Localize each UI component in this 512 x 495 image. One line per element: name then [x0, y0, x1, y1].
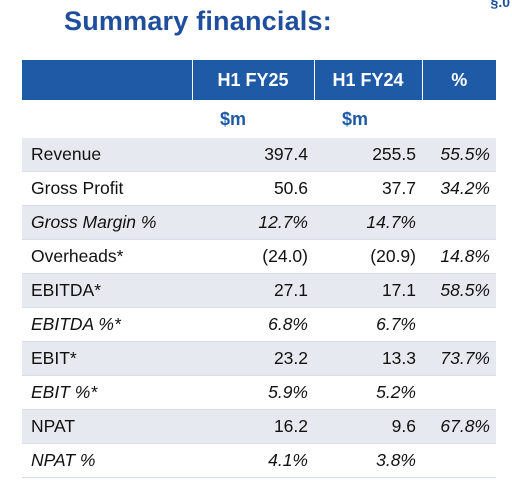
units-fy24: $m [342, 108, 369, 129]
table-row: EBITDA* 27.1 17.1 58.5% [22, 273, 496, 308]
row-fy25-value: 27.1 [192, 273, 314, 308]
row-label: Gross Profit [22, 171, 192, 206]
row-fy25-value: (24.0) [192, 239, 314, 274]
table-row: EBIT* 23.2 13.3 73.7% [22, 341, 496, 376]
table-row: EBIT %* 5.9% 5.2% [22, 375, 496, 410]
header-empty [22, 60, 193, 100]
row-percent-change: 34.2% [422, 171, 496, 206]
row-percent-change [422, 205, 496, 240]
row-fy25-value: 6.8% [192, 307, 314, 342]
row-percent-change: 58.5% [422, 273, 496, 308]
row-fy25-value: 16.2 [192, 409, 314, 444]
row-fy25-value: 4.1% [192, 443, 314, 478]
table-row: NPAT 16.2 9.6 67.8% [22, 409, 496, 444]
row-fy25-value: 12.7% [192, 205, 314, 240]
row-fy25-value: 50.6 [192, 171, 314, 206]
row-label: Revenue [22, 138, 192, 172]
financials-table: H1 FY25 H1 FY24 % $m $m Revenue 397.4 255.… [22, 60, 496, 478]
row-label: EBITDA* [22, 273, 192, 308]
row-fy24-value: 3.8% [314, 443, 422, 478]
row-fy24-value: 13.3 [314, 341, 422, 376]
table-row: Overheads* (24.0) (20.9) 14.8% [22, 239, 496, 274]
row-label: NPAT [22, 409, 192, 444]
table-row: Gross Profit 50.6 37.7 34.2% [22, 171, 496, 206]
row-label: Overheads* [22, 239, 192, 274]
row-fy25-value: 5.9% [192, 375, 314, 410]
table-row: Revenue 397.4 255.5 55.5% [22, 138, 496, 172]
table-row: NPAT % 4.1% 3.8% [22, 443, 496, 478]
row-fy25-value: 397.4 [192, 138, 314, 172]
row-fy24-value: 14.7% [314, 205, 422, 240]
row-percent-change [422, 443, 496, 478]
units-pct [422, 100, 496, 138]
header-h1-fy25: H1 FY25 [192, 60, 315, 100]
header-row: H1 FY25 H1 FY24 % [22, 60, 496, 100]
units-blank [22, 100, 192, 138]
row-fy24-value: (20.9) [314, 239, 422, 274]
table-row: Gross Margin % 12.7% 14.7% [22, 205, 496, 240]
row-percent-change [422, 307, 496, 342]
table-row: EBITDA %* 6.8% 6.7% [22, 307, 496, 342]
corner-fragment: §.0 [490, 0, 510, 10]
row-label: Gross Margin % [22, 205, 192, 240]
header-h1-fy24: H1 FY24 [314, 60, 423, 100]
row-percent-change: 14.8% [422, 239, 496, 274]
row-fy24-value: 17.1 [314, 273, 422, 308]
units-row: $m $m [22, 100, 496, 138]
row-fy24-value: 255.5 [314, 138, 422, 172]
row-label: NPAT % [22, 443, 192, 478]
row-fy24-value: 9.6 [314, 409, 422, 444]
units-fy25: $m [220, 108, 247, 129]
row-label: EBIT %* [22, 375, 192, 410]
row-percent-change [422, 375, 496, 410]
row-label: EBIT* [22, 341, 192, 376]
header-percent: % [422, 60, 496, 100]
row-percent-change: 73.7% [422, 341, 496, 376]
row-label: EBITDA %* [22, 307, 192, 342]
row-fy25-value: 23.2 [192, 341, 314, 376]
row-percent-change: 67.8% [422, 409, 496, 444]
row-fy24-value: 37.7 [314, 171, 422, 206]
row-fy24-value: 6.7% [314, 307, 422, 342]
row-fy24-value: 5.2% [314, 375, 422, 410]
page-title: Summary financials: [64, 6, 332, 36]
row-percent-change: 55.5% [422, 138, 496, 172]
